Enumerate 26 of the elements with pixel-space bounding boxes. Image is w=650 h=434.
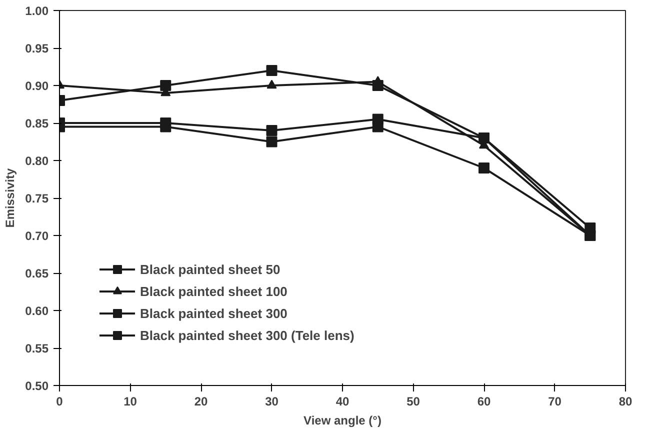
x-tick-label: 20: [194, 394, 208, 408]
y-tick-label: 0.85: [25, 116, 49, 130]
x-tick-label: 40: [336, 394, 350, 408]
y-tick-label: 0.50: [25, 379, 49, 393]
y-tick-label: 0.65: [25, 266, 49, 280]
x-tick-label: 60: [477, 394, 491, 408]
y-tick-label: 0.80: [25, 154, 49, 168]
x-axis-title: View angle (°): [304, 414, 382, 428]
y-axis-title: Emissivity: [3, 168, 18, 228]
y-tick-label: 0.90: [25, 79, 49, 93]
y-tick-label: 0.95: [25, 42, 49, 56]
y-tick-label: 0.60: [25, 304, 49, 318]
x-tick-label: 30: [265, 394, 279, 408]
legend-label: Black painted sheet 100: [140, 284, 288, 298]
legend-label: Black painted sheet 300 (Tele lens): [140, 328, 354, 342]
y-tick-label: 0.70: [25, 229, 49, 243]
x-tick-label: 80: [618, 394, 632, 408]
legend-label: Black painted sheet 50: [140, 262, 280, 276]
x-tick-label: 50: [406, 394, 420, 408]
y-tick-label: 0.75: [25, 192, 49, 206]
x-tick-label: 10: [124, 394, 138, 408]
legend-label: Black painted sheet 300: [140, 306, 288, 320]
y-tick-label: 1.00: [25, 4, 49, 18]
x-tick-label: 70: [548, 394, 562, 408]
y-tick-label: 0.55: [25, 342, 49, 356]
x-tick-label: 0: [56, 394, 64, 408]
